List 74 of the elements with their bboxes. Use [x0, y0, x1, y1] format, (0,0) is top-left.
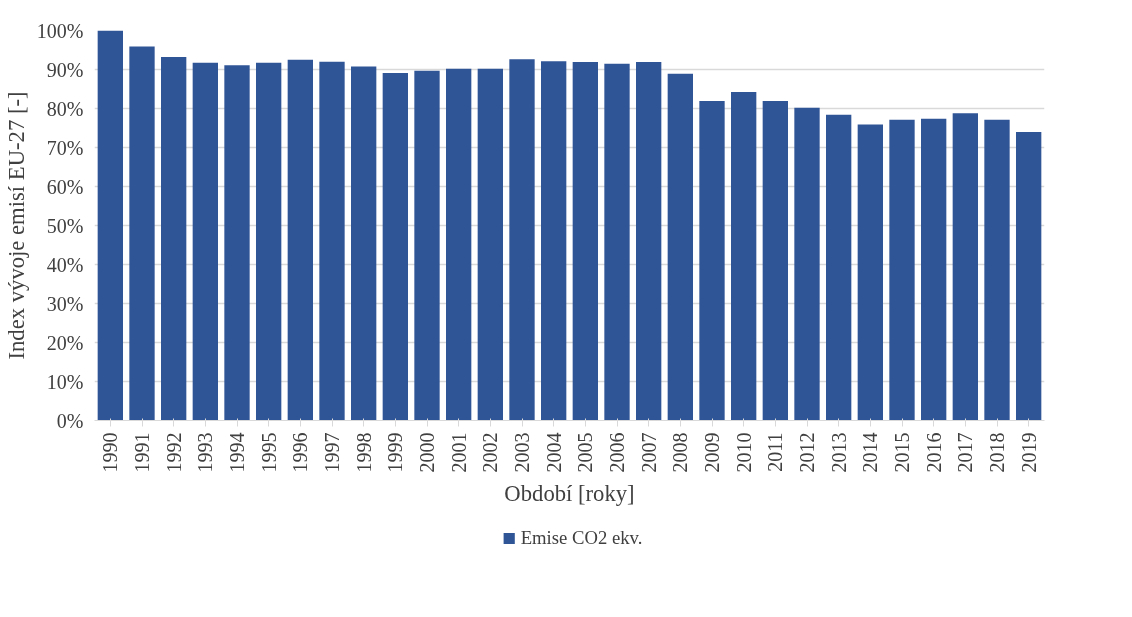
x-tick-label: 1994 — [226, 432, 248, 473]
x-tick-label: 2008 — [669, 432, 692, 473]
bar — [224, 65, 250, 421]
bar — [731, 92, 757, 421]
y-tick-label: 40% — [46, 253, 84, 276]
bar — [952, 113, 978, 421]
x-tick-label: 2003 — [511, 432, 533, 473]
x-tick-label: 1991 — [131, 432, 153, 473]
x-tick-label: 2009 — [701, 432, 723, 473]
bar — [446, 68, 472, 421]
y-axis-title: Index vývoje emisí EU-27 [-] — [3, 91, 29, 360]
bar — [319, 61, 345, 421]
x-tick-label: 2004 — [542, 432, 565, 473]
bar — [541, 61, 567, 421]
x-tick-label: 2017 — [954, 432, 977, 473]
bar — [572, 62, 598, 421]
bar — [1016, 131, 1042, 421]
x-tick-label: 1992 — [162, 432, 185, 473]
x-tick-label: 2000 — [416, 432, 438, 473]
x-tick-label: 2001 — [447, 432, 470, 473]
x-tick-label: 2010 — [732, 432, 755, 473]
bar — [414, 70, 440, 421]
bar — [921, 118, 947, 421]
y-tick-label: 90% — [46, 58, 84, 81]
x-tick-label: 2013 — [827, 432, 850, 473]
bar — [889, 119, 915, 421]
bar — [97, 30, 123, 421]
bar — [509, 59, 535, 421]
bar — [762, 101, 788, 421]
x-tick-label: 1998 — [352, 432, 375, 473]
bar — [699, 101, 725, 421]
bar — [826, 114, 852, 421]
y-tick-label: 10% — [46, 370, 84, 393]
x-tick-label: 1995 — [257, 432, 280, 473]
y-tick-label: 0% — [56, 409, 84, 432]
x-tick-label: 2019 — [1017, 432, 1040, 473]
y-tick-label: 20% — [46, 331, 84, 354]
bar — [984, 119, 1010, 421]
x-tick-label: 2016 — [922, 432, 945, 473]
bar — [256, 62, 282, 421]
x-tick-label: 1996 — [289, 432, 312, 473]
x-tick-label: 2018 — [986, 432, 1008, 473]
y-tick-label: 80% — [46, 97, 84, 120]
bar — [287, 59, 313, 421]
y-tick-label: 70% — [46, 136, 84, 159]
x-tick-label: 2005 — [574, 432, 597, 473]
bar — [477, 68, 503, 421]
x-tick-label: 1997 — [321, 432, 343, 473]
bar — [129, 46, 155, 421]
x-tick-label: 2002 — [479, 432, 502, 473]
x-tick-label: 2011 — [764, 432, 787, 472]
bar — [667, 73, 693, 421]
bar — [794, 107, 820, 421]
bar — [192, 62, 218, 421]
y-tick-label: 100% — [36, 19, 84, 42]
x-tick-label: 2006 — [606, 432, 628, 473]
bar — [636, 62, 662, 421]
x-axis-title: Období [roky] — [504, 480, 635, 506]
bar — [161, 57, 187, 421]
y-tick-label: 60% — [46, 175, 84, 198]
legend-label: Emise CO2 ekv. — [520, 527, 643, 549]
x-tick-label: 1993 — [194, 432, 217, 473]
bar — [351, 66, 377, 421]
bar — [604, 63, 630, 421]
x-tick-label: 2015 — [891, 432, 913, 473]
y-tick-label: 30% — [46, 292, 84, 315]
bar — [857, 124, 883, 421]
x-tick-label: 1999 — [384, 432, 407, 473]
x-tick-label: 1990 — [99, 432, 122, 473]
y-tick-label: 50% — [46, 214, 84, 237]
x-tick-label: 2012 — [796, 432, 818, 473]
x-tick-label: 2014 — [859, 432, 882, 473]
bar — [382, 73, 408, 421]
x-tick-label: 2007 — [637, 432, 660, 473]
